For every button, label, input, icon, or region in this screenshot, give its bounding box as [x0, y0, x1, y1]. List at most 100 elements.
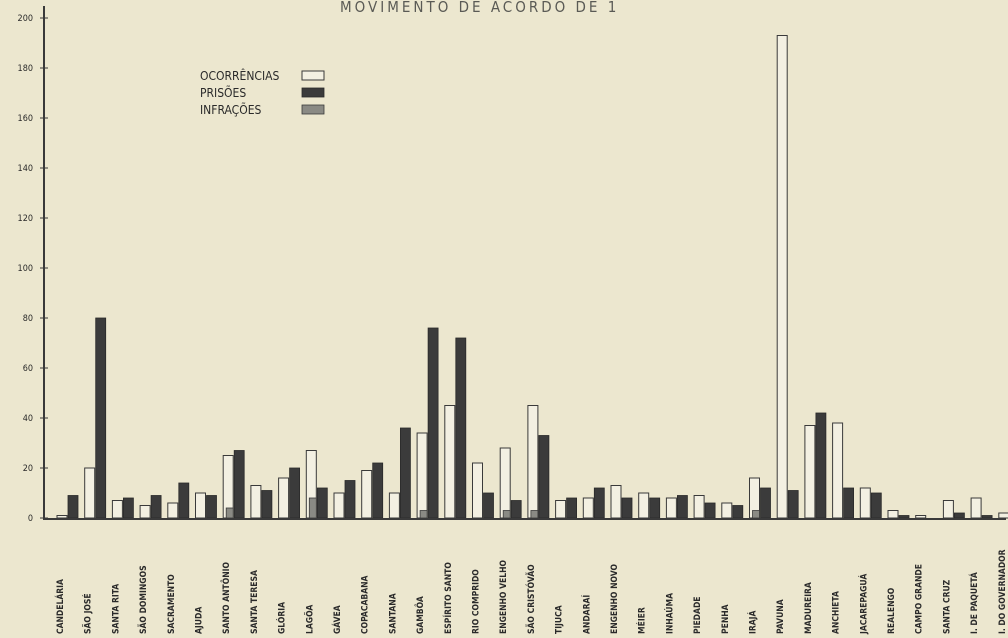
bar-ocorrencias	[610, 485, 622, 519]
bar-prisoes	[178, 482, 190, 519]
category-label: AJUDA	[195, 607, 205, 634]
legend-label: PRISÕES	[200, 85, 246, 100]
category-labels: CANDELÁRIA SÃO JOSÉ SANTA RITA SÃO DOMINGOS…	[54, 549, 1008, 635]
legend-swatch	[301, 104, 325, 115]
category-label: ANCHIETA	[832, 591, 842, 634]
bar-infracoes	[502, 510, 511, 519]
bar-ocorrencias	[472, 462, 483, 519]
category-label: PIEDADE	[693, 596, 703, 634]
bar-prisoes	[760, 487, 771, 519]
bar-ocorrencias	[832, 422, 844, 519]
bar-prisoes	[593, 487, 605, 519]
bar-prisoes	[510, 500, 522, 519]
bar-ocorrencias	[887, 510, 899, 519]
category-label: GAMBÔA	[414, 596, 426, 634]
category-label: SANTA TERESA	[250, 570, 260, 634]
y-tick-label: 40	[23, 414, 33, 424]
bar-ocorrencias	[998, 512, 1008, 519]
bar-ocorrencias	[527, 405, 539, 519]
category-label: ENGENHO VELHO	[499, 559, 509, 634]
category-label: RIO COMPRIDO	[472, 569, 482, 634]
category-label: ESPÍRITO SANTO	[442, 562, 454, 634]
bar-ocorrencias	[638, 492, 650, 519]
category-label: ANDARAÍ	[580, 595, 592, 634]
bar-ocorrencias	[665, 497, 677, 519]
bar-prisoes	[372, 462, 384, 519]
bar-prisoes	[67, 495, 79, 519]
category-label: ENGENHO NOVO	[610, 563, 620, 634]
bar-prisoes	[455, 337, 467, 519]
bar-prisoes	[787, 490, 799, 519]
bar-prisoes	[399, 427, 411, 519]
category-label: SANTA RITA	[111, 584, 121, 634]
bar-ocorrencias	[444, 405, 456, 519]
y-tick-label: 80	[23, 314, 33, 324]
category-label: IRAJÁ	[747, 611, 759, 634]
legend-swatch	[301, 70, 325, 81]
legend: OCORRÊNCIAS PRISÕES INFRAÇÕES	[200, 68, 325, 117]
category-label: SANTA CRUZ	[942, 579, 952, 634]
category-label: PAVUNA	[776, 599, 786, 634]
bar-ocorrencias	[139, 505, 151, 519]
category-label: CAMPO GRANDE	[915, 564, 925, 634]
bar-ocorrencias	[361, 470, 373, 519]
bar-ocorrencias	[804, 425, 816, 519]
y-tick-label: 100	[18, 264, 33, 274]
category-label: REALENGO	[887, 587, 897, 634]
y-tick-label: 120	[18, 214, 33, 224]
bar-prisoes	[123, 497, 134, 519]
bar-ocorrencias	[333, 492, 345, 519]
legend-swatch	[301, 87, 325, 98]
bar-prisoes	[981, 515, 993, 519]
bar-prisoes	[95, 317, 107, 519]
category-label: TIJUCA	[555, 605, 565, 634]
bar-ocorrencias	[278, 477, 290, 519]
bar-ocorrencias	[555, 500, 567, 519]
chart-title: MOVIMENTO DE ACORDO DE 1	[340, 0, 619, 16]
bar-prisoes	[898, 515, 910, 519]
bar-ocorrencias	[582, 497, 594, 519]
category-label: SANTANA	[388, 593, 398, 634]
category-label: COPACABANA	[361, 575, 371, 634]
y-tick-label: 20	[23, 464, 33, 474]
category-label: SÃO JOSÉ	[82, 593, 94, 634]
category-label: I. DO GOVERNADOR	[998, 549, 1008, 634]
bar-prisoes	[704, 502, 716, 519]
bar-ocorrencias	[499, 447, 511, 519]
bar-prisoes	[206, 495, 217, 519]
bar-infracoes	[225, 507, 234, 519]
y-tick-label: 0	[28, 514, 33, 524]
bar-prisoes	[621, 497, 633, 519]
bar-prisoes	[815, 412, 827, 519]
y-tick-label: 160	[18, 114, 33, 124]
bar-prisoes	[233, 450, 245, 519]
bar-prisoes	[261, 490, 273, 519]
bar-ocorrencias	[721, 502, 733, 519]
legend-label: OCORRÊNCIAS	[200, 68, 280, 83]
category-label: GLÓRIA	[276, 602, 288, 634]
y-tick-label: 60	[23, 364, 33, 374]
bar-ocorrencias	[111, 500, 123, 519]
bar-prisoes	[316, 487, 328, 519]
bar-ocorrencias	[195, 492, 206, 519]
category-label: SACRAMENTO	[167, 574, 177, 634]
bar-prisoes	[289, 467, 301, 519]
category-label: LAGÕA	[303, 605, 315, 634]
bar-infracoes	[752, 510, 760, 519]
category-label: MADUREIRA	[804, 582, 814, 634]
bar-ocorrencias	[859, 487, 871, 519]
bar-ocorrencias	[942, 500, 954, 519]
legend-label: INFRAÇÕES	[200, 102, 262, 117]
bar-prisoes	[954, 512, 965, 519]
bar-prisoes	[649, 497, 661, 519]
bar-infracoes	[419, 510, 428, 519]
category-label: I. DE PAQUETÁ	[968, 572, 980, 634]
bar-prisoes	[566, 497, 577, 519]
bar-prisoes	[427, 327, 439, 519]
y-tick-label: 180	[18, 64, 33, 74]
y-tick-label: 140	[18, 164, 33, 174]
category-label: MÉIER	[636, 607, 648, 634]
bar-ocorrencias	[250, 485, 262, 519]
bar-prisoes	[677, 495, 688, 519]
